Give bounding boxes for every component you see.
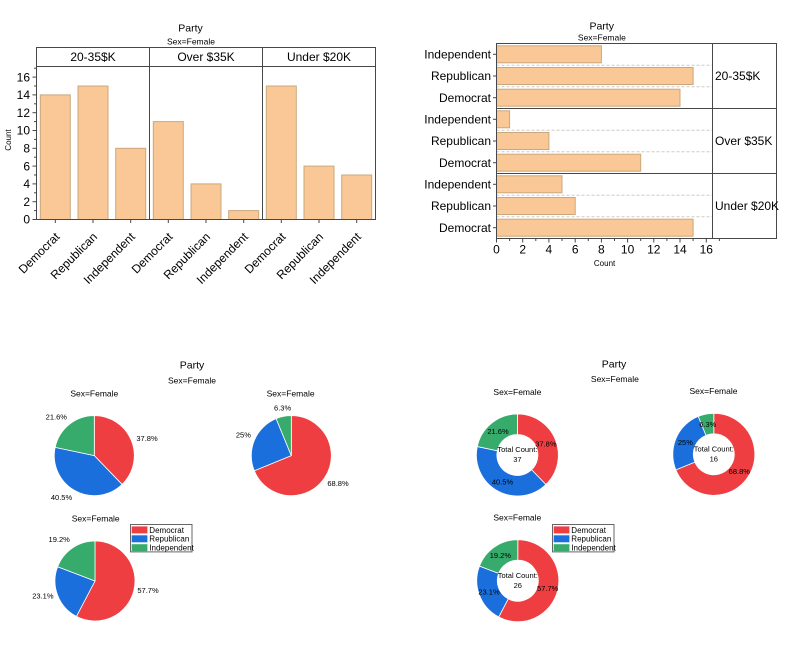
- svg-text:Sex=Female: Sex=Female: [493, 387, 541, 397]
- svg-text:2: 2: [23, 195, 30, 209]
- svg-text:Independent: Independent: [149, 544, 194, 553]
- svg-text:Party: Party: [180, 360, 205, 372]
- svg-text:Total Count:: Total Count:: [497, 445, 537, 454]
- svg-text:Count: Count: [594, 259, 616, 268]
- svg-text:20-35$K: 20-35$K: [70, 50, 115, 64]
- svg-text:40.5%: 40.5%: [492, 478, 514, 487]
- svg-text:4: 4: [546, 243, 553, 257]
- svg-text:21.6%: 21.6%: [46, 412, 68, 421]
- svg-text:0: 0: [23, 213, 30, 227]
- svg-text:Sex=Female: Sex=Female: [493, 513, 541, 523]
- svg-text:12: 12: [647, 243, 661, 257]
- svg-text:25%: 25%: [678, 438, 693, 447]
- svg-text:6.3%: 6.3%: [699, 420, 716, 429]
- svg-text:Under $20K: Under $20K: [715, 199, 779, 213]
- svg-text:19.2%: 19.2%: [49, 535, 71, 544]
- svg-text:14: 14: [17, 88, 31, 102]
- svg-text:Party: Party: [589, 21, 614, 33]
- svg-text:Independent: Independent: [424, 113, 491, 127]
- svg-text:Independent: Independent: [424, 48, 491, 62]
- svg-text:Party: Party: [602, 359, 627, 371]
- svg-text:16: 16: [710, 455, 718, 464]
- svg-text:Democrat: Democrat: [571, 526, 606, 535]
- svg-text:Sex=Female: Sex=Female: [168, 376, 216, 386]
- svg-text:12: 12: [17, 106, 31, 120]
- svg-text:Sex=Female: Sex=Female: [578, 32, 626, 42]
- svg-text:57.7%: 57.7%: [537, 584, 559, 593]
- svg-text:14: 14: [673, 243, 687, 257]
- svg-text:8: 8: [598, 243, 605, 257]
- svg-text:37.8%: 37.8%: [136, 434, 158, 443]
- svg-text:Total Count:: Total Count:: [498, 571, 538, 580]
- svg-text:37: 37: [513, 455, 521, 464]
- svg-text:Democrat: Democrat: [439, 221, 492, 235]
- svg-text:26: 26: [514, 581, 522, 590]
- svg-text:16: 16: [700, 243, 714, 257]
- svg-text:Democrat: Democrat: [439, 156, 492, 170]
- svg-text:4: 4: [23, 177, 30, 191]
- svg-text:8: 8: [23, 142, 30, 156]
- svg-text:0: 0: [493, 243, 500, 257]
- svg-text:Republican: Republican: [431, 134, 491, 148]
- svg-text:Sex=Female: Sex=Female: [70, 389, 118, 399]
- svg-text:Republican: Republican: [571, 535, 611, 544]
- svg-text:Independent: Independent: [424, 178, 491, 192]
- svg-text:Total Count:: Total Count:: [694, 445, 734, 454]
- svg-text:23.1%: 23.1%: [32, 591, 54, 600]
- svg-text:37.8%: 37.8%: [535, 439, 557, 448]
- svg-text:10: 10: [621, 243, 635, 257]
- svg-text:Under $20K: Under $20K: [287, 50, 351, 64]
- svg-text:6.3%: 6.3%: [274, 403, 291, 412]
- svg-text:Party: Party: [178, 23, 203, 35]
- svg-text:Republican: Republican: [431, 199, 491, 213]
- svg-text:40.5%: 40.5%: [51, 493, 73, 502]
- svg-text:68.8%: 68.8%: [729, 467, 751, 476]
- svg-text:Democrat: Democrat: [149, 526, 184, 535]
- svg-text:Sex=Female: Sex=Female: [267, 389, 315, 399]
- svg-text:Democrat: Democrat: [439, 91, 492, 105]
- svg-text:Sex=Female: Sex=Female: [591, 374, 639, 384]
- svg-text:Count: Count: [4, 129, 13, 151]
- svg-text:23.1%: 23.1%: [478, 587, 500, 596]
- svg-text:Sex=Female: Sex=Female: [72, 514, 120, 524]
- svg-text:10: 10: [17, 124, 31, 138]
- svg-text:19.2%: 19.2%: [490, 551, 512, 560]
- svg-text:Over $35K: Over $35K: [177, 50, 234, 64]
- svg-text:20-35$K: 20-35$K: [715, 69, 760, 83]
- svg-text:6: 6: [572, 243, 579, 257]
- svg-text:Independent: Independent: [571, 544, 616, 553]
- svg-text:Republican: Republican: [149, 535, 189, 544]
- svg-text:57.7%: 57.7%: [137, 586, 159, 595]
- svg-text:25%: 25%: [236, 430, 251, 439]
- svg-text:Sex=Female: Sex=Female: [167, 37, 215, 47]
- svg-text:Republican: Republican: [431, 69, 491, 83]
- svg-text:Sex=Female: Sex=Female: [690, 386, 738, 396]
- svg-text:16: 16: [17, 70, 31, 84]
- svg-text:Over $35K: Over $35K: [715, 134, 772, 148]
- svg-text:6: 6: [23, 159, 30, 173]
- svg-text:68.8%: 68.8%: [327, 479, 349, 488]
- svg-text:2: 2: [519, 243, 526, 257]
- svg-text:21.6%: 21.6%: [487, 427, 509, 436]
